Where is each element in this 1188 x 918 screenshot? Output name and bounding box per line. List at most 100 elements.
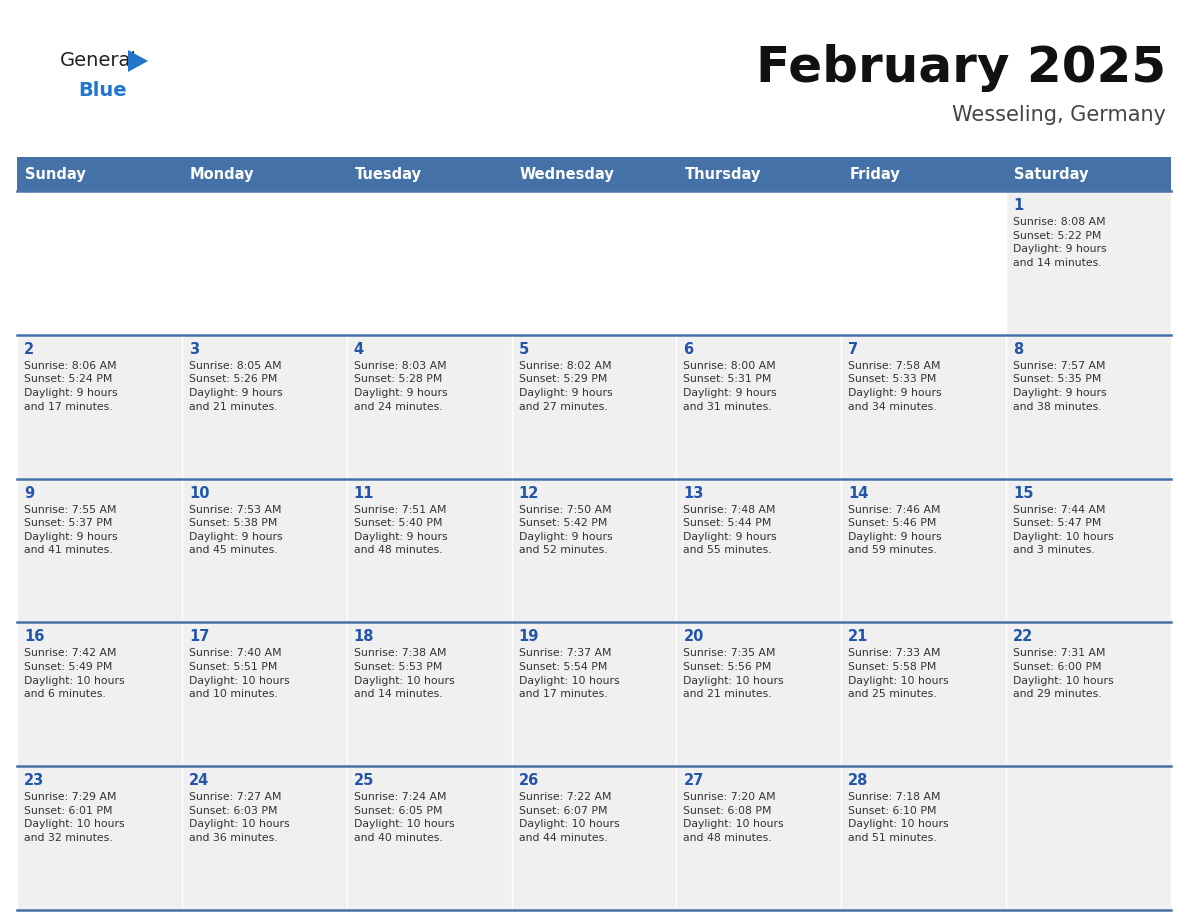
Text: Sunrise: 7:57 AM
Sunset: 5:35 PM
Daylight: 9 hours
and 38 minutes.: Sunrise: 7:57 AM Sunset: 5:35 PM Dayligh… bbox=[1013, 361, 1107, 411]
Text: 9: 9 bbox=[24, 486, 34, 500]
Text: 6: 6 bbox=[683, 341, 694, 357]
Text: Sunrise: 7:40 AM
Sunset: 5:51 PM
Daylight: 10 hours
and 10 minutes.: Sunrise: 7:40 AM Sunset: 5:51 PM Dayligh… bbox=[189, 648, 290, 700]
Text: Monday: Monday bbox=[190, 166, 254, 182]
Text: 26: 26 bbox=[519, 773, 539, 789]
Text: Sunrise: 7:53 AM
Sunset: 5:38 PM
Daylight: 9 hours
and 45 minutes.: Sunrise: 7:53 AM Sunset: 5:38 PM Dayligh… bbox=[189, 505, 283, 555]
Text: Sunrise: 7:46 AM
Sunset: 5:46 PM
Daylight: 9 hours
and 59 minutes.: Sunrise: 7:46 AM Sunset: 5:46 PM Dayligh… bbox=[848, 505, 942, 555]
Text: Sunrise: 7:22 AM
Sunset: 6:07 PM
Daylight: 10 hours
and 44 minutes.: Sunrise: 7:22 AM Sunset: 6:07 PM Dayligh… bbox=[519, 792, 619, 843]
Text: 11: 11 bbox=[354, 486, 374, 500]
Text: 17: 17 bbox=[189, 630, 209, 644]
Bar bbox=[676, 335, 841, 478]
Text: February 2025: February 2025 bbox=[756, 44, 1165, 92]
Text: Sunrise: 7:33 AM
Sunset: 5:58 PM
Daylight: 10 hours
and 25 minutes.: Sunrise: 7:33 AM Sunset: 5:58 PM Dayligh… bbox=[848, 648, 949, 700]
Text: 28: 28 bbox=[848, 773, 868, 789]
Bar bbox=[841, 478, 1006, 622]
Text: 16: 16 bbox=[24, 630, 44, 644]
Bar bbox=[182, 622, 347, 767]
Text: 2: 2 bbox=[24, 341, 34, 357]
Bar bbox=[1006, 157, 1171, 191]
Bar bbox=[347, 191, 512, 335]
Text: 19: 19 bbox=[519, 630, 539, 644]
Text: Sunrise: 7:37 AM
Sunset: 5:54 PM
Daylight: 10 hours
and 17 minutes.: Sunrise: 7:37 AM Sunset: 5:54 PM Dayligh… bbox=[519, 648, 619, 700]
Text: Sunrise: 7:42 AM
Sunset: 5:49 PM
Daylight: 10 hours
and 6 minutes.: Sunrise: 7:42 AM Sunset: 5:49 PM Dayligh… bbox=[24, 648, 125, 700]
Text: 4: 4 bbox=[354, 341, 364, 357]
Text: 25: 25 bbox=[354, 773, 374, 789]
Text: Sunrise: 8:03 AM
Sunset: 5:28 PM
Daylight: 9 hours
and 24 minutes.: Sunrise: 8:03 AM Sunset: 5:28 PM Dayligh… bbox=[354, 361, 448, 411]
Bar bbox=[17, 191, 182, 335]
Text: Wesseling, Germany: Wesseling, Germany bbox=[952, 105, 1165, 125]
Bar bbox=[512, 767, 676, 910]
Text: 21: 21 bbox=[848, 630, 868, 644]
Bar bbox=[676, 767, 841, 910]
Text: 22: 22 bbox=[1013, 630, 1034, 644]
Text: Sunrise: 7:24 AM
Sunset: 6:05 PM
Daylight: 10 hours
and 40 minutes.: Sunrise: 7:24 AM Sunset: 6:05 PM Dayligh… bbox=[354, 792, 454, 843]
Bar bbox=[347, 622, 512, 767]
Text: 15: 15 bbox=[1013, 486, 1034, 500]
Bar bbox=[676, 157, 841, 191]
Text: Blue: Blue bbox=[78, 81, 127, 99]
Text: 12: 12 bbox=[519, 486, 539, 500]
Bar bbox=[512, 622, 676, 767]
Text: Tuesday: Tuesday bbox=[355, 166, 422, 182]
Text: Sunrise: 7:29 AM
Sunset: 6:01 PM
Daylight: 10 hours
and 32 minutes.: Sunrise: 7:29 AM Sunset: 6:01 PM Dayligh… bbox=[24, 792, 125, 843]
Text: 5: 5 bbox=[519, 341, 529, 357]
Text: Sunrise: 7:20 AM
Sunset: 6:08 PM
Daylight: 10 hours
and 48 minutes.: Sunrise: 7:20 AM Sunset: 6:08 PM Dayligh… bbox=[683, 792, 784, 843]
Bar bbox=[1006, 767, 1171, 910]
Text: Friday: Friday bbox=[849, 166, 901, 182]
Bar bbox=[182, 478, 347, 622]
Bar bbox=[347, 478, 512, 622]
Text: Wednesday: Wednesday bbox=[519, 166, 614, 182]
Text: Sunday: Sunday bbox=[25, 166, 86, 182]
Text: Sunrise: 7:48 AM
Sunset: 5:44 PM
Daylight: 9 hours
and 55 minutes.: Sunrise: 7:48 AM Sunset: 5:44 PM Dayligh… bbox=[683, 505, 777, 555]
Text: Sunrise: 8:02 AM
Sunset: 5:29 PM
Daylight: 9 hours
and 27 minutes.: Sunrise: 8:02 AM Sunset: 5:29 PM Dayligh… bbox=[519, 361, 612, 411]
Bar bbox=[182, 191, 347, 335]
Bar bbox=[512, 191, 676, 335]
Text: Sunrise: 7:38 AM
Sunset: 5:53 PM
Daylight: 10 hours
and 14 minutes.: Sunrise: 7:38 AM Sunset: 5:53 PM Dayligh… bbox=[354, 648, 454, 700]
Text: 8: 8 bbox=[1013, 341, 1023, 357]
Bar bbox=[512, 478, 676, 622]
Text: 27: 27 bbox=[683, 773, 703, 789]
Bar bbox=[841, 157, 1006, 191]
Text: Sunrise: 7:27 AM
Sunset: 6:03 PM
Daylight: 10 hours
and 36 minutes.: Sunrise: 7:27 AM Sunset: 6:03 PM Dayligh… bbox=[189, 792, 290, 843]
Text: Sunrise: 7:18 AM
Sunset: 6:10 PM
Daylight: 10 hours
and 51 minutes.: Sunrise: 7:18 AM Sunset: 6:10 PM Dayligh… bbox=[848, 792, 949, 843]
Bar bbox=[841, 622, 1006, 767]
Text: Sunrise: 7:44 AM
Sunset: 5:47 PM
Daylight: 10 hours
and 3 minutes.: Sunrise: 7:44 AM Sunset: 5:47 PM Dayligh… bbox=[1013, 505, 1114, 555]
Text: Sunrise: 8:06 AM
Sunset: 5:24 PM
Daylight: 9 hours
and 17 minutes.: Sunrise: 8:06 AM Sunset: 5:24 PM Dayligh… bbox=[24, 361, 118, 411]
Bar bbox=[841, 335, 1006, 478]
Bar bbox=[841, 767, 1006, 910]
Bar bbox=[676, 622, 841, 767]
Bar bbox=[1006, 335, 1171, 478]
Text: General: General bbox=[61, 50, 137, 70]
Text: 18: 18 bbox=[354, 630, 374, 644]
Bar bbox=[17, 157, 182, 191]
Polygon shape bbox=[128, 50, 148, 72]
Text: 14: 14 bbox=[848, 486, 868, 500]
Bar bbox=[676, 191, 841, 335]
Bar bbox=[1006, 191, 1171, 335]
Text: Saturday: Saturday bbox=[1015, 166, 1088, 182]
Bar bbox=[512, 335, 676, 478]
Text: 3: 3 bbox=[189, 341, 198, 357]
Bar bbox=[182, 767, 347, 910]
Bar bbox=[182, 157, 347, 191]
Bar bbox=[17, 478, 182, 622]
Bar bbox=[182, 335, 347, 478]
Bar bbox=[17, 622, 182, 767]
Text: Sunrise: 7:50 AM
Sunset: 5:42 PM
Daylight: 9 hours
and 52 minutes.: Sunrise: 7:50 AM Sunset: 5:42 PM Dayligh… bbox=[519, 505, 612, 555]
Text: 7: 7 bbox=[848, 341, 859, 357]
Bar bbox=[347, 767, 512, 910]
Bar bbox=[841, 191, 1006, 335]
Bar bbox=[17, 335, 182, 478]
Bar bbox=[347, 157, 512, 191]
Bar bbox=[1006, 478, 1171, 622]
Text: Sunrise: 8:05 AM
Sunset: 5:26 PM
Daylight: 9 hours
and 21 minutes.: Sunrise: 8:05 AM Sunset: 5:26 PM Dayligh… bbox=[189, 361, 283, 411]
Text: 10: 10 bbox=[189, 486, 209, 500]
Text: 23: 23 bbox=[24, 773, 44, 789]
Bar bbox=[17, 767, 182, 910]
Bar bbox=[512, 157, 676, 191]
Text: Sunrise: 8:00 AM
Sunset: 5:31 PM
Daylight: 9 hours
and 31 minutes.: Sunrise: 8:00 AM Sunset: 5:31 PM Dayligh… bbox=[683, 361, 777, 411]
Text: Sunrise: 7:58 AM
Sunset: 5:33 PM
Daylight: 9 hours
and 34 minutes.: Sunrise: 7:58 AM Sunset: 5:33 PM Dayligh… bbox=[848, 361, 942, 411]
Bar bbox=[347, 335, 512, 478]
Text: Sunrise: 7:35 AM
Sunset: 5:56 PM
Daylight: 10 hours
and 21 minutes.: Sunrise: 7:35 AM Sunset: 5:56 PM Dayligh… bbox=[683, 648, 784, 700]
Bar bbox=[676, 478, 841, 622]
